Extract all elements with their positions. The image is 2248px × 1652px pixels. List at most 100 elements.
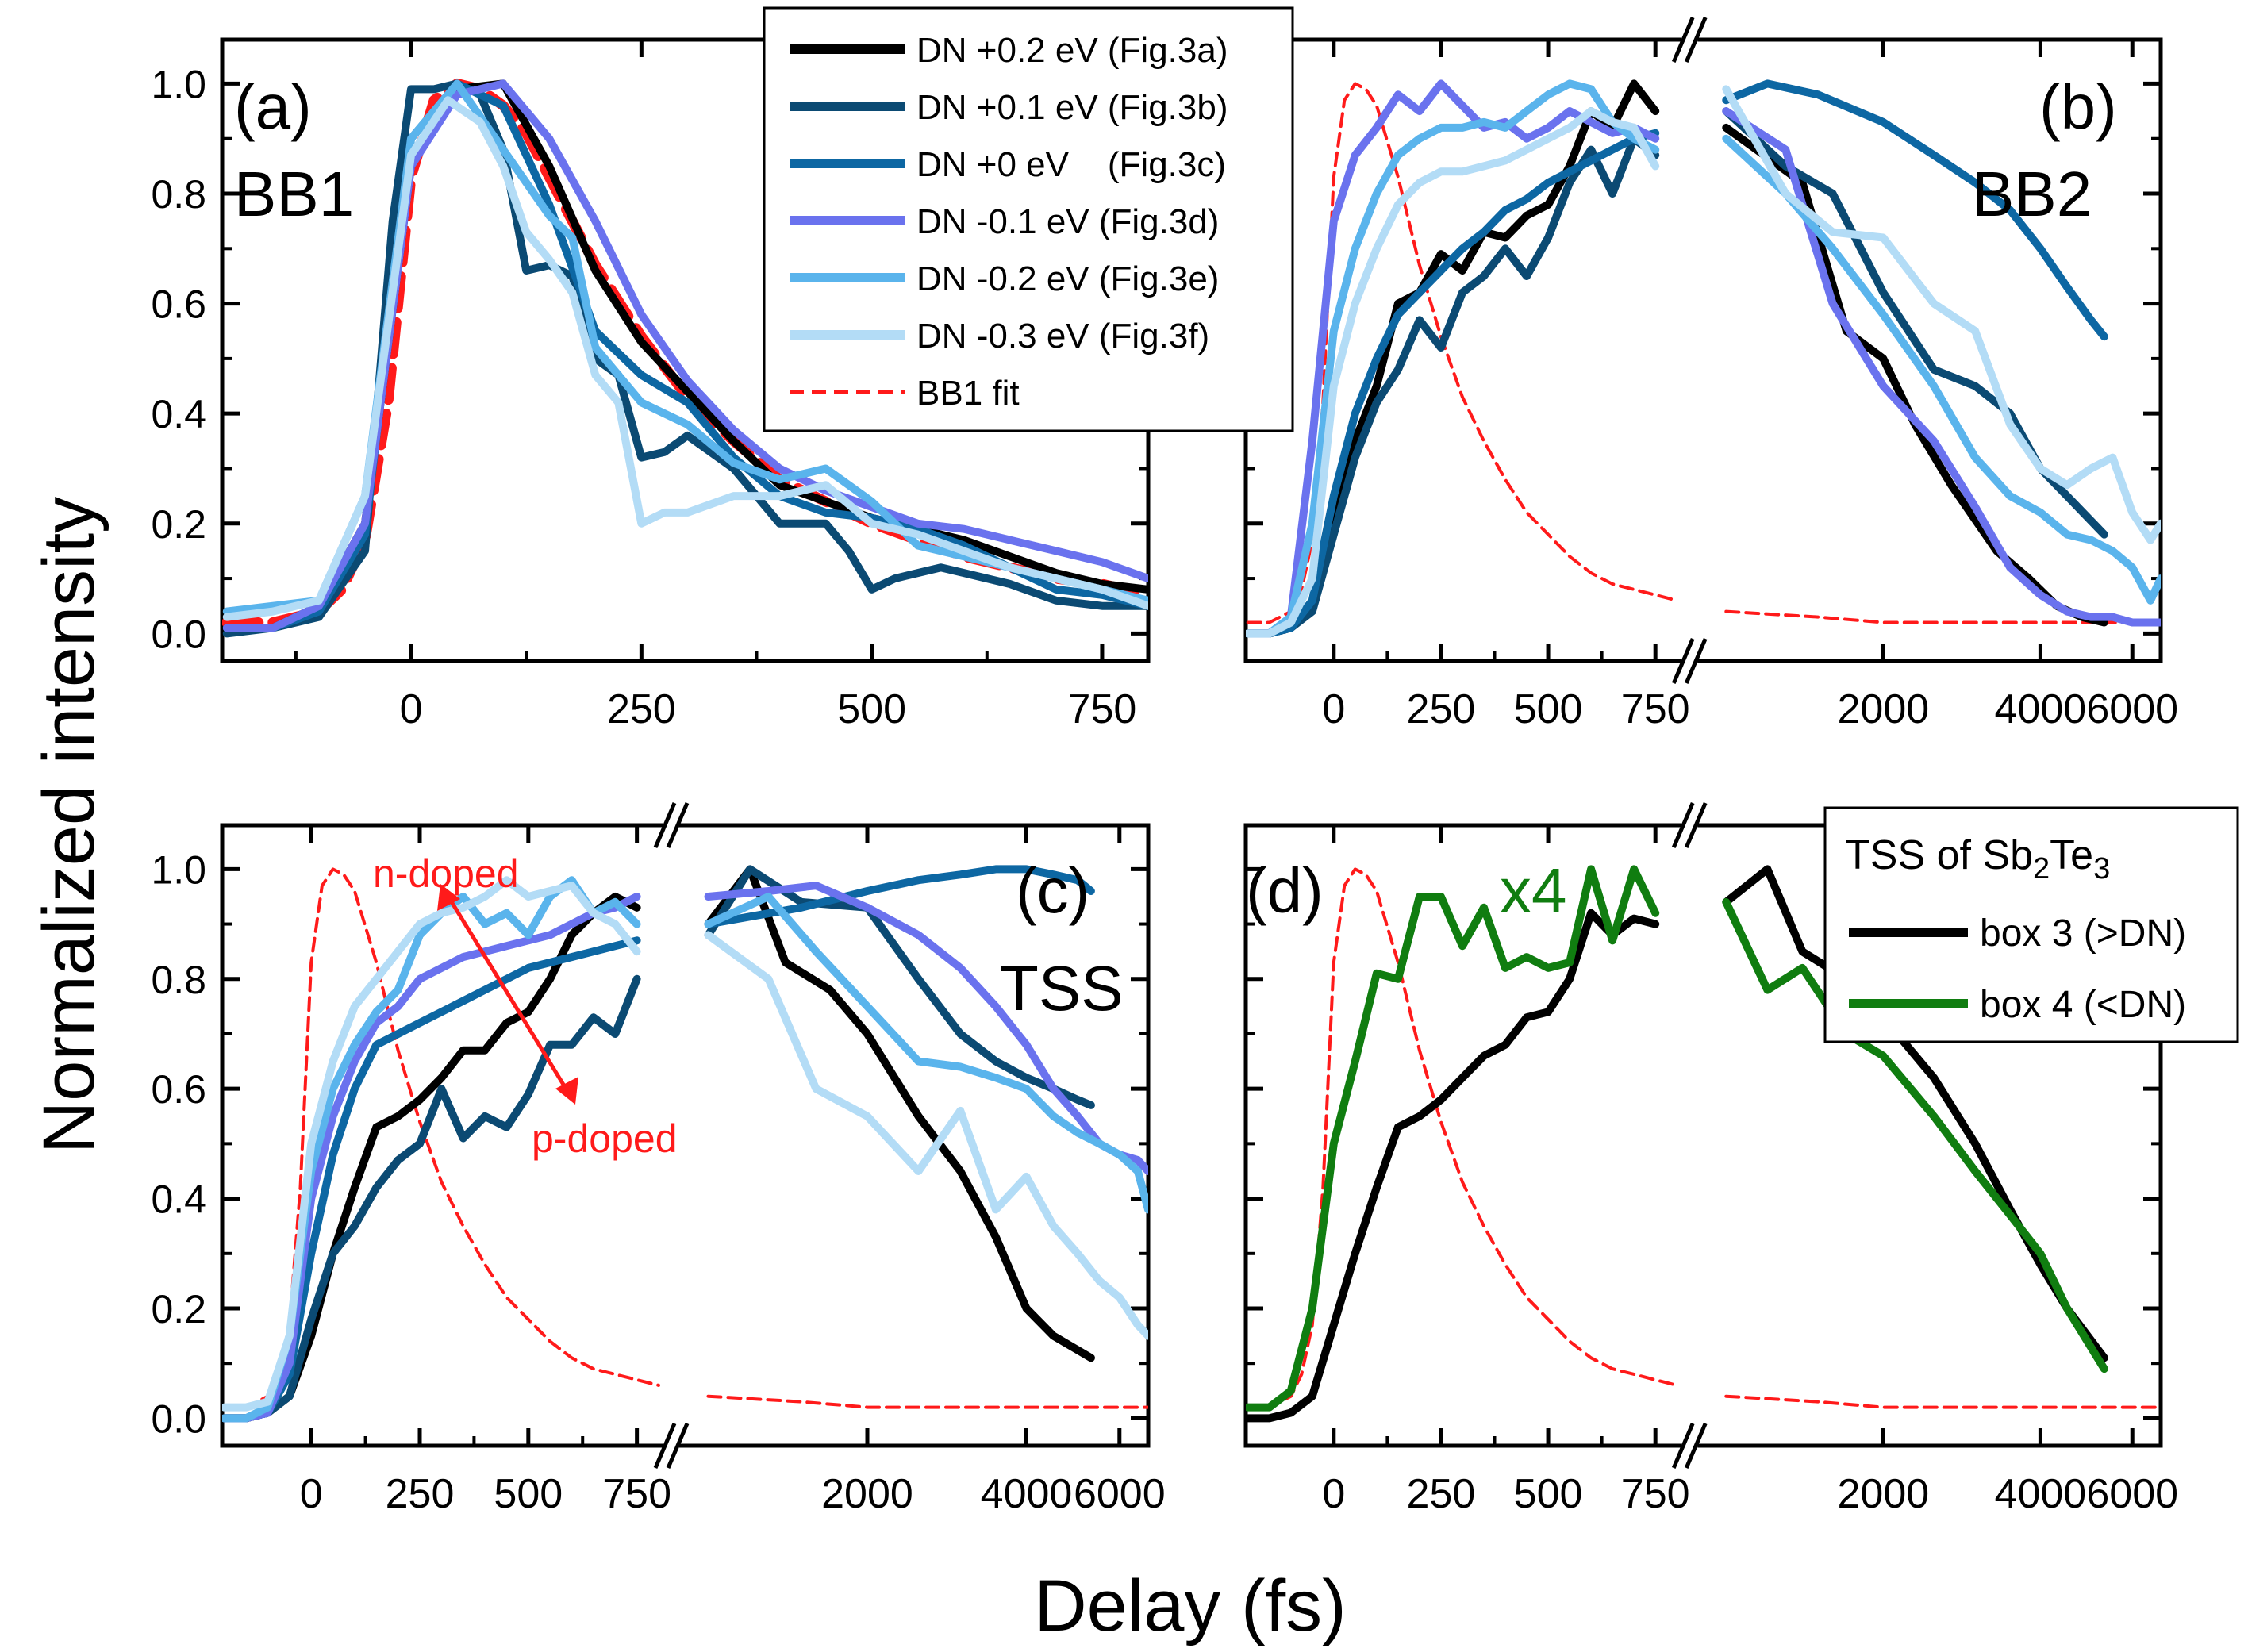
x-tick-label: 250 — [1407, 686, 1476, 732]
doping-arrow-head-top — [437, 884, 460, 911]
series-fit — [1246, 867, 1679, 1409]
series-dn_p02 — [704, 865, 1095, 1362]
axis-break-mark — [666, 1423, 690, 1469]
series-fit — [1246, 82, 1679, 624]
axis-break-mark — [1684, 1423, 1708, 1469]
x-tick-label: 750 — [1621, 1471, 1690, 1517]
legend-main: DN +0.2 eV (Fig.3a) DN +0.1 eV (Fig.3b) DN… — [763, 6, 1294, 432]
x-tick-label: 500 — [837, 686, 906, 732]
legend-d-label: box 4 (<DN) — [1980, 984, 2186, 1026]
x-tick-label: 2000 — [821, 1471, 913, 1517]
axis-break-mark — [653, 1423, 677, 1469]
panel-b: 0 250 500 750 2000 4000 6000 — [1243, 8, 2178, 732]
legend-d-label: box 3 (>DN) — [1980, 912, 2186, 955]
series-box4 — [1246, 865, 1660, 1412]
x-tick-label: 2000 — [1838, 1471, 1930, 1517]
legend-d-title-sub1: 2 — [2033, 852, 2050, 886]
y-tick-label: 0.4 — [151, 392, 206, 436]
axis-break-mark — [666, 802, 690, 848]
x-tick-label: 0 — [300, 1471, 323, 1517]
x-tick-label: 2000 — [1838, 686, 1930, 732]
x-tick-label: 6000 — [2086, 686, 2178, 732]
legend-d-items: box 3 (>DN) box 4 (<DN) — [1849, 912, 2186, 1026]
axis-break-mark — [1684, 17, 1708, 63]
y-tick-label: 0.2 — [151, 1287, 206, 1331]
panel-c-label: (c) — [1016, 855, 1089, 926]
legend-main-label: DN +0.1 eV (Fig.3b) — [916, 88, 1228, 127]
axis-break-mark — [1684, 638, 1708, 684]
legend-main-label: DN +0 eV (Fig.3c) — [916, 145, 1226, 184]
legend-main-label: BB1 fit — [916, 374, 1020, 413]
series-dn_m02 — [1722, 134, 2161, 605]
series-group — [222, 78, 1148, 638]
x-tick-label: 4000 — [1995, 1471, 2087, 1517]
y-tick-label: 0.8 — [151, 958, 206, 1002]
series-dn_p01 — [1722, 107, 2108, 539]
doping-arrow — [446, 895, 570, 1093]
panel-c: 0.0 0.2 0.4 0.6 0.8 1.0 0 250 500 750 2000 4000 6000 — [151, 793, 1166, 1517]
x-tick-label: 250 — [386, 1471, 455, 1517]
doping-arrow-head-bottom — [555, 1077, 578, 1105]
axis-break-mark — [1671, 638, 1695, 684]
legend-d-title-mid: Te — [2050, 832, 2093, 878]
y-tick-label: 0.6 — [151, 1067, 206, 1112]
x-tick-label: 750 — [602, 1471, 671, 1517]
x-tick-label: 500 — [494, 1471, 563, 1517]
series-dn_p01 — [222, 974, 641, 1423]
legend-main-items: DN +0.2 eV (Fig.3a) DN +0.1 eV (Fig.3b) DN… — [790, 31, 1228, 413]
y-tick-label: 0.0 — [151, 1397, 206, 1441]
y-tick-label: 0.6 — [151, 282, 206, 327]
x-tick-label: 250 — [607, 686, 676, 732]
series-dn_m03 — [1722, 85, 2161, 544]
axis-break-mark — [1671, 17, 1695, 63]
legend-d: TSS of Sb2Te3 box 3 (>DN) box 4 (<DN) — [1823, 806, 2239, 1043]
x-tick-label: 0 — [1322, 1471, 1345, 1517]
series-box3 — [1246, 909, 1660, 1423]
axis-break-mark — [1684, 802, 1708, 848]
x-tick-label: 500 — [1514, 686, 1583, 732]
x-tick-label: 6000 — [1074, 1471, 1166, 1517]
y-tick-label: 1.0 — [151, 847, 206, 892]
series-fit — [1724, 1394, 2161, 1409]
legend-main-label: DN -0.2 eV (Fig.3e) — [916, 259, 1219, 298]
y-tick-label: 1.0 — [151, 62, 206, 106]
axis-break-mark — [1671, 802, 1695, 848]
series-dn_p01 — [222, 79, 1148, 638]
y-tick-label: 0.4 — [151, 1178, 206, 1222]
series-group — [1246, 865, 2161, 1423]
series-fit — [706, 1394, 1148, 1409]
panel-d-label: (d) — [1246, 855, 1324, 926]
x-tick-label: 250 — [1407, 1471, 1476, 1517]
series-dn_m01 — [1722, 107, 2161, 627]
legend-main-label: DN -0.3 eV (Fig.3f) — [916, 317, 1209, 355]
panel-a: 0.0 0.2 0.4 0.6 0.8 1.0 0 250 500 750 — [151, 37, 1151, 732]
axis-break-gap — [1681, 629, 1698, 693]
x-tick-label: 0 — [1322, 686, 1345, 732]
panel-b-name: BB2 — [1972, 159, 2092, 229]
series-dn_m03 — [222, 876, 641, 1412]
legend-d-title-sub2: 3 — [2093, 852, 2110, 886]
panel-a-name: BB1 — [234, 159, 354, 229]
series-dn_m02 — [704, 893, 1148, 1214]
axis-break-mark — [653, 802, 677, 848]
panel-d-scale-note: x4 — [1500, 855, 1567, 926]
series-box4 — [1722, 897, 2108, 1373]
series-dn_p00 — [1722, 79, 2108, 341]
panel-d: 0 250 500 750 2000 4000 6000 — [1243, 793, 2178, 1517]
series-dn_m01 — [1246, 79, 1660, 638]
axis-break-gap — [1681, 1414, 1698, 1477]
legend-d-title: TSS of Sb2Te3 — [1845, 832, 2110, 886]
y-tick-label: 0.2 — [151, 502, 206, 547]
panels-layer: 0.00.20.40.60.81.00 250 500 750 0 250 500 750 20… — [151, 8, 2178, 1517]
axis-break-gap — [1681, 793, 1698, 857]
series-dn_m02 — [1246, 79, 1660, 638]
x-tick-label: 750 — [1068, 686, 1137, 732]
x-tick-label: 4000 — [1995, 686, 2087, 732]
x-tick-label: 750 — [1621, 686, 1690, 732]
axis-break-gap — [663, 793, 679, 857]
panel-c-name: TSS — [1000, 953, 1124, 1024]
annotation-p-doped: p-doped — [532, 1116, 678, 1161]
x-tick-label: 4000 — [981, 1471, 1073, 1517]
series-dn_p00 — [704, 865, 1095, 928]
